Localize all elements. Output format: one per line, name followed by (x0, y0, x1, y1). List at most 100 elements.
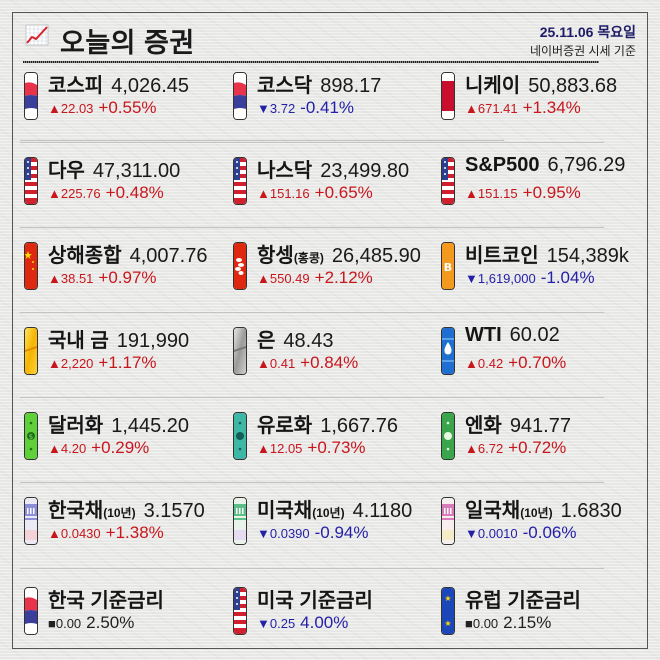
item-name: 유럽 기준금리 (465, 590, 581, 612)
item-pct: 4.00% (300, 613, 349, 632)
item-pct: -0.06% (522, 523, 577, 542)
item-pct: +0.55% (98, 98, 157, 117)
market-item-eur: 유로화 1,667.76 ▲12.05 +0.73% (233, 412, 448, 484)
item-name: 일국채 (465, 500, 521, 522)
item-value: 4,007.76 (129, 245, 208, 267)
item-change: ▲4.20 (48, 441, 87, 456)
usa-flag-icon (233, 587, 247, 635)
row-divider (20, 312, 604, 313)
market-item-dow: 다우 47,311.00 ▲225.76 +0.48% (24, 157, 239, 229)
market-item-wti: WTI 60.02 ▲0.42 +0.70% (441, 324, 656, 399)
market-item-usd: $ 달러화 1,445.20 ▲4.20 +0.29% (24, 412, 239, 484)
item-change: ▼0.25 (257, 616, 296, 631)
euro-bill-icon (233, 412, 247, 460)
item-name: 국내 금 (48, 330, 109, 352)
item-name: 한국 기준금리 (48, 590, 164, 612)
item-suffix: (10년) (312, 506, 345, 520)
row-divider (20, 142, 604, 143)
item-change: ▲12.05 (257, 441, 303, 456)
item-name: 비트코인 (465, 245, 539, 267)
item-value: 941.77 (509, 415, 571, 437)
card-frame (12, 12, 648, 649)
market-item-nasdaq: 나스닥 23,499.80 ▲151.16 +0.65% (233, 157, 448, 229)
market-item-silver: 은 48.43 ▲0.41 +0.84% (233, 327, 448, 399)
item-change: ■0.00 (48, 616, 82, 631)
item-name: 은 (257, 330, 276, 352)
source-label: 네이버증권 시세 기준 (529, 44, 636, 58)
market-item-nikkei: 니케이 50,883.68 ▲671.41 +1.34% (441, 72, 656, 144)
item-value: 1,445.20 (111, 415, 190, 437)
item-change: ▲2,220 (48, 356, 94, 371)
bitcoin-icon: B (441, 242, 455, 290)
item-pct: +1.17% (98, 353, 157, 372)
item-name: 니케이 (465, 75, 521, 97)
item-name: 미국 기준금리 (257, 590, 373, 612)
item-change: ▲151.15 (465, 186, 518, 201)
market-item-eu-rate: ★ ★ 유럽 기준금리 ■0.00 2.15% (441, 587, 656, 659)
market-item-jpy: 엔화 941.77 ▲6.72 +0.72% (441, 412, 656, 484)
usa-flag-icon (233, 157, 247, 205)
japan-flag-icon (441, 72, 455, 120)
korea-flag-icon (233, 72, 247, 120)
svg-text:★: ★ (444, 594, 451, 603)
item-change: ▲0.41 (257, 356, 296, 371)
item-suffix: (홍콩) (293, 251, 324, 265)
item-value: 898.17 (320, 75, 382, 97)
row-divider (20, 227, 604, 228)
item-value: 60.02 (509, 324, 560, 346)
usa-flag-icon (441, 157, 455, 205)
market-item-kosdaq: 코스닥 898.17 ▼3.72 -0.41% (233, 72, 448, 144)
korea-bond-icon (24, 497, 38, 545)
chart-up-icon (25, 24, 49, 46)
item-change: ▲0.42 (465, 356, 504, 371)
item-pct: +0.97% (98, 268, 157, 287)
row-divider (20, 482, 604, 483)
item-change: ▲38.51 (48, 271, 94, 286)
item-change: ▼0.0390 (257, 526, 310, 541)
item-name: 코스피 (48, 75, 104, 97)
item-suffix: (10년) (520, 506, 553, 520)
market-item-us-bond: 미국채(10년) 4.1180 ▼0.0390 -0.94% (233, 497, 448, 569)
item-pct: +0.95% (522, 183, 581, 202)
market-item-kospi: 코스피 4,026.45 ▲22.03 +0.55% (24, 72, 239, 144)
item-pct: +0.65% (314, 183, 373, 202)
item-pct: +0.84% (300, 353, 359, 372)
item-value: 3.1570 (143, 500, 205, 522)
item-change: ▼0.0010 (465, 526, 518, 541)
item-change: ▼3.72 (257, 101, 296, 116)
item-pct: -0.41% (300, 98, 355, 117)
market-item-us-rate: 미국 기준금리 ▼0.25 4.00% (233, 587, 448, 659)
item-value: 47,311.00 (92, 160, 181, 182)
item-pct: +0.73% (307, 438, 366, 457)
item-value: 23,499.80 (320, 160, 410, 182)
item-name: 다우 (48, 160, 85, 182)
row-divider (20, 568, 604, 569)
item-change: ▲0.0430 (48, 526, 101, 541)
item-value: 4.1180 (352, 500, 413, 522)
market-item-sp500: S&P500 6,796.29 ▲151.15 +0.95% (441, 154, 656, 229)
item-name: 나스닥 (257, 160, 313, 182)
item-change: ▲225.76 (48, 186, 101, 201)
item-pct: +0.29% (91, 438, 150, 457)
item-name: 한국채 (48, 500, 104, 522)
usa-flag-icon (24, 157, 38, 205)
item-pct: -0.94% (314, 523, 369, 542)
item-pct: 2.50% (86, 613, 135, 632)
header: 오늘의 증권 25.11.06 목요일 네이버증권 시세 기준 (12, 12, 648, 64)
item-name: WTI (465, 324, 502, 346)
date-label: 25.11.06 목요일 (539, 24, 636, 40)
market-item-jp-bond: 일국채(10년) 1.6830 ▼0.0010 -0.06% (441, 497, 656, 569)
item-value: 48.43 (283, 330, 334, 352)
item-change: ■0.00 (465, 616, 499, 631)
item-value: 4,026.45 (111, 75, 190, 97)
item-name: S&P500 (465, 154, 540, 176)
korea-flag-icon (24, 72, 38, 120)
item-change: ▲6.72 (465, 441, 504, 456)
item-pct: +1.38% (105, 523, 164, 542)
oil-drop-icon (441, 327, 455, 375)
item-change: ▲671.41 (465, 101, 518, 116)
item-pct: +0.72% (508, 438, 567, 457)
item-value: 50,883.68 (528, 75, 618, 97)
item-name: 항셍 (257, 245, 294, 267)
